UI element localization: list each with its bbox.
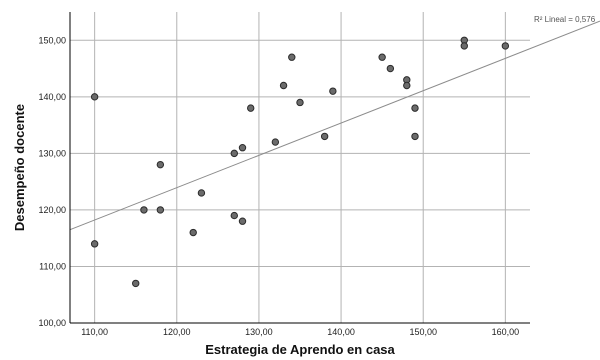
data-point bbox=[403, 81, 411, 90]
data-point bbox=[247, 104, 255, 112]
data-point bbox=[197, 189, 206, 197]
data-point bbox=[132, 279, 140, 288]
data-point bbox=[90, 93, 99, 101]
data-point bbox=[230, 149, 238, 158]
data-point bbox=[460, 42, 468, 50]
x-tick-label: 150,00 bbox=[409, 327, 437, 337]
x-tick-label: 110,00 bbox=[81, 327, 108, 337]
data-point bbox=[411, 132, 419, 141]
data-point bbox=[386, 64, 395, 73]
data-point bbox=[230, 211, 238, 220]
x-axis-title: Estrategia de Aprendo en casa bbox=[205, 342, 395, 357]
y-tick-label: 140,00 bbox=[38, 92, 66, 102]
data-point bbox=[271, 138, 280, 146]
data-point bbox=[90, 240, 99, 248]
data-point bbox=[378, 53, 386, 61]
y-tick-label: 150,00 bbox=[38, 35, 66, 45]
data-points bbox=[90, 36, 510, 288]
data-point bbox=[296, 98, 304, 107]
y-tick-label: 110,00 bbox=[39, 261, 66, 271]
data-point bbox=[140, 206, 148, 214]
y-tick-label: 100,00 bbox=[38, 318, 66, 328]
data-point bbox=[156, 160, 165, 169]
y-tick-label: 130,00 bbox=[38, 148, 66, 158]
x-tick-label: 140,00 bbox=[327, 327, 355, 337]
r-squared-label: R² Lineal = 0,576 bbox=[534, 15, 596, 24]
data-point bbox=[320, 132, 329, 141]
data-point bbox=[329, 87, 337, 95]
y-tick-label: 120,00 bbox=[38, 205, 66, 215]
data-point bbox=[501, 42, 510, 50]
data-point bbox=[288, 53, 296, 61]
data-point bbox=[189, 228, 197, 237]
data-point bbox=[238, 144, 247, 152]
grid-lines bbox=[70, 12, 530, 323]
data-point bbox=[238, 217, 247, 225]
x-tick-labels: 110,00 120,00 130,00 140,00 150,00 160,00 bbox=[81, 327, 519, 337]
data-point bbox=[156, 206, 165, 214]
x-tick-label: 120,00 bbox=[163, 327, 191, 337]
regression-line bbox=[69, 20, 600, 231]
data-point bbox=[279, 81, 288, 90]
x-tick-label: 160,00 bbox=[492, 327, 520, 337]
y-tick-labels: 100,00 110,00 120,00 130,00 140,00 150,00 bbox=[38, 35, 66, 328]
y-axis-title: Desempeño docente bbox=[12, 104, 27, 231]
data-point bbox=[411, 104, 419, 112]
x-tick-label: 130,00 bbox=[245, 327, 273, 337]
